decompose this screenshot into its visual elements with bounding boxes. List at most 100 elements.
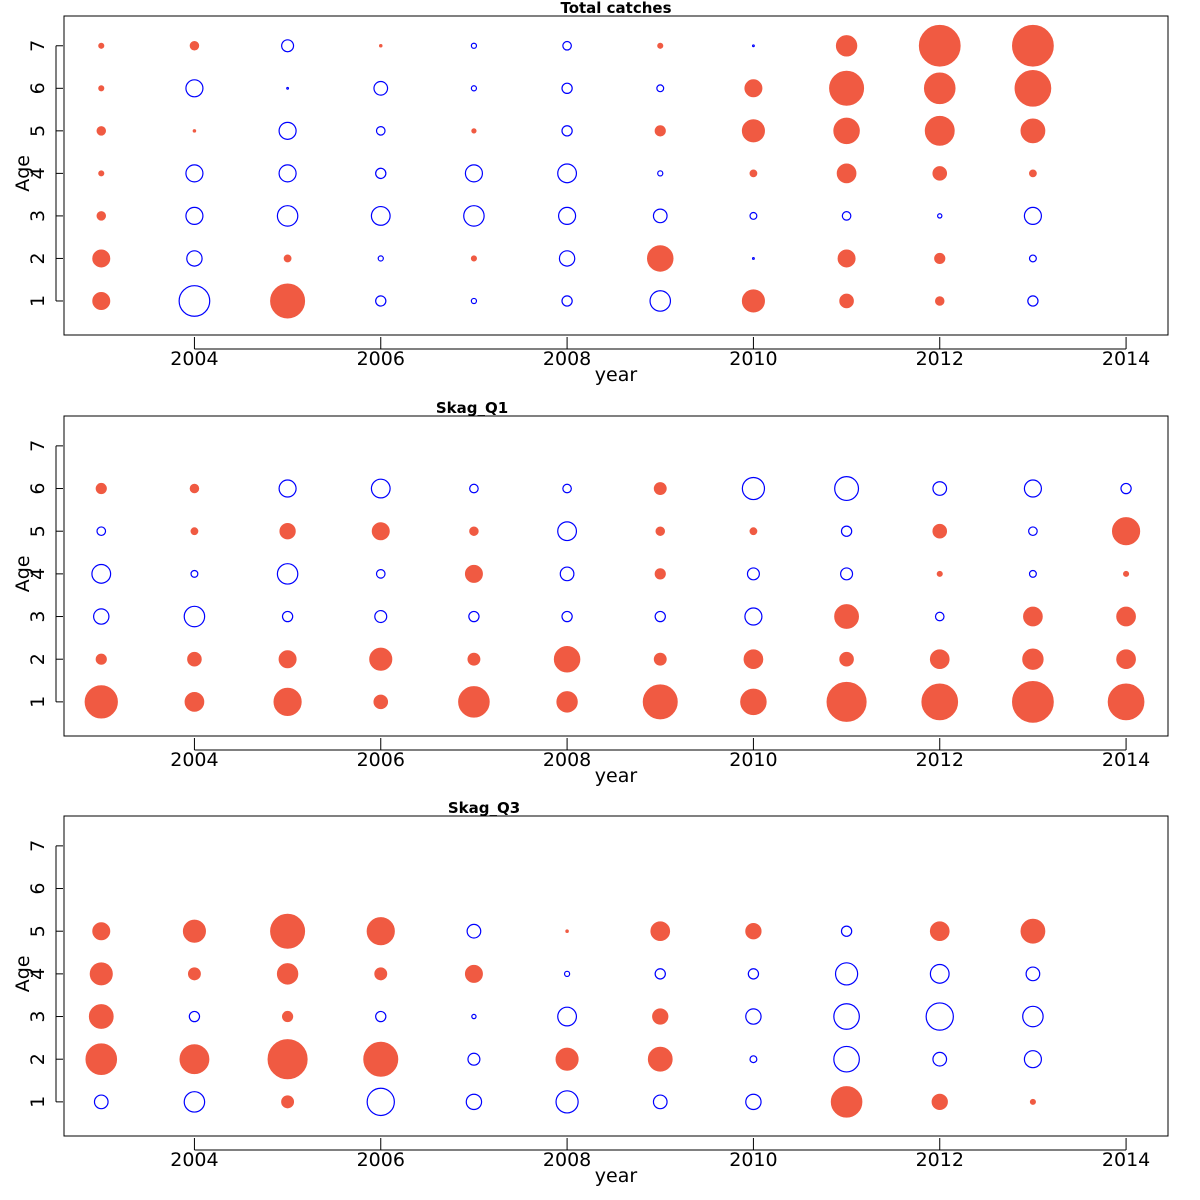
positive-residual-bubble <box>932 166 948 181</box>
y-axis-title: Age <box>12 155 34 192</box>
negative-residual-bubble <box>654 968 666 980</box>
positive-residual-bubble <box>283 254 292 263</box>
x-tick-label: 2004 <box>170 1149 218 1171</box>
negative-residual-bubble <box>741 476 766 501</box>
negative-residual-bubble <box>1120 482 1132 495</box>
negative-residual-bubble <box>370 478 391 499</box>
negative-residual-bubble <box>1023 1050 1043 1069</box>
positive-residual-bubble <box>642 684 678 720</box>
positive-residual-bubble <box>1116 649 1136 670</box>
negative-residual-bubble <box>375 167 387 180</box>
positive-residual-bubble <box>1123 570 1130 577</box>
y-tick-label: 2 <box>27 1053 49 1065</box>
positive-residual-bubble <box>931 1093 948 1111</box>
positive-residual-bubble <box>1029 1098 1036 1105</box>
positive-residual-bubble <box>1116 606 1136 627</box>
x-tick-label: 2012 <box>916 749 964 771</box>
chart-panel-1: Total catches 2004 2006 2008 2010 2012 2014 yea… <box>12 0 1169 386</box>
negative-residual-bubble <box>934 611 945 622</box>
negative-residual-bubble <box>278 164 297 183</box>
y-tick-label: 3 <box>27 610 49 622</box>
x-tick-label: 2010 <box>729 1149 777 1171</box>
negative-residual-bubble <box>749 1055 758 1064</box>
positive-residual-bubble <box>471 128 477 134</box>
positive-residual-bubble <box>85 1043 118 1075</box>
positive-residual-bubble <box>553 645 581 673</box>
negative-residual-bubble <box>561 82 573 95</box>
x-tick-label: 2008 <box>543 348 591 370</box>
negative-residual-bubble <box>929 963 950 984</box>
positive-residual-bubble <box>657 42 664 49</box>
negative-residual-bubble <box>654 610 666 623</box>
x-axis-title: year <box>595 364 638 386</box>
negative-residual-bubble <box>749 211 758 220</box>
negative-residual-bubble <box>557 163 578 184</box>
x-tick-label: 2008 <box>543 1149 591 1171</box>
negative-residual-bubble <box>925 1002 954 1031</box>
negative-residual-bubble <box>281 610 294 623</box>
y-tick-label: 5 <box>27 925 49 937</box>
negative-residual-bubble <box>470 297 478 305</box>
negative-residual-bubble <box>188 1010 201 1023</box>
y-axis-title: Age <box>12 955 34 992</box>
positive-residual-bubble <box>1107 683 1145 721</box>
positive-residual-bubble <box>189 483 200 494</box>
negative-residual-bubble <box>370 205 391 226</box>
plot-frame <box>63 815 1169 1137</box>
x-axis-title: year <box>595 765 638 787</box>
positive-residual-bubble <box>1029 169 1037 178</box>
positive-residual-bubble <box>89 962 113 986</box>
y-tick-label: 6 <box>27 882 49 894</box>
positive-residual-bubble <box>934 252 946 265</box>
positive-residual-bubble <box>98 85 105 92</box>
negative-residual-bubble <box>471 1013 477 1020</box>
negative-residual-bubble <box>833 1045 860 1073</box>
positive-residual-bubble <box>192 129 197 133</box>
positive-residual-bubble <box>653 482 667 495</box>
positive-residual-bubble <box>1023 606 1043 627</box>
negative-residual-bubble <box>278 121 297 140</box>
negative-residual-bubble <box>1028 569 1037 578</box>
negative-residual-bubble <box>557 521 578 542</box>
negative-residual-bubble <box>652 208 668 224</box>
positive-residual-bubble <box>469 526 479 536</box>
negative-residual-bubble <box>745 1008 762 1025</box>
positive-residual-bubble <box>96 211 107 221</box>
positive-residual-bubble <box>1012 680 1054 723</box>
x-tick-label: 2004 <box>170 749 218 771</box>
x-tick-label: 2006 <box>357 1149 405 1171</box>
positive-residual-bubble <box>88 1004 114 1029</box>
negative-residual-bubble <box>185 206 204 226</box>
negative-residual-bubble <box>840 925 853 937</box>
positive-residual-bubble <box>187 651 202 667</box>
y-tick-label: 3 <box>27 1010 49 1022</box>
negative-residual-bubble <box>93 1094 109 1110</box>
negative-residual-bubble <box>470 42 478 49</box>
chart-title: Total catches <box>560 0 671 17</box>
x-tick-label: 2014 <box>1102 749 1150 771</box>
positive-residual-bubble <box>1012 24 1054 67</box>
positive-residual-bubble <box>366 917 395 946</box>
y-axis-title: Age <box>12 555 34 592</box>
positive-residual-bubble <box>830 1086 863 1118</box>
y-tick-label: 3 <box>27 210 49 222</box>
y-tick-label: 7 <box>27 40 49 52</box>
negative-residual-bubble <box>937 213 943 219</box>
positive-residual-bubble <box>279 523 296 540</box>
positive-residual-bubble <box>924 115 955 146</box>
negative-residual-bubble <box>278 479 297 498</box>
negative-residual-bubble <box>1023 206 1043 226</box>
negative-residual-bubble <box>281 39 295 53</box>
negative-residual-bubble <box>561 610 573 623</box>
negative-residual-bubble <box>375 295 387 307</box>
negative-residual-bubble <box>1025 966 1041 982</box>
positive-residual-bubble <box>281 1010 294 1023</box>
positive-residual-bubble <box>179 1044 210 1075</box>
negative-residual-bubble <box>557 1006 578 1027</box>
negative-residual-bubble <box>178 285 211 317</box>
negative-residual-bubble <box>562 40 572 51</box>
negative-residual-bubble <box>840 525 853 537</box>
positive-residual-bubble <box>96 126 107 136</box>
negative-residual-bubble <box>183 1091 206 1113</box>
